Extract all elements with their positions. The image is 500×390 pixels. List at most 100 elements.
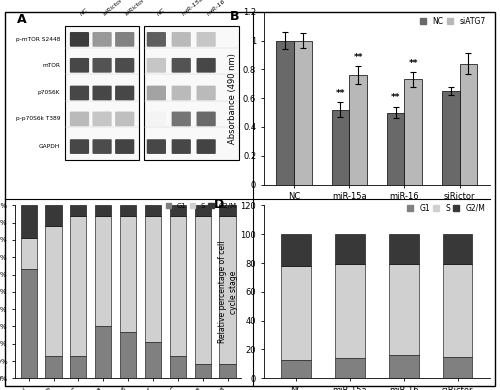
Bar [20,238,36,269]
Bar [144,25,239,160]
Bar [70,356,86,378]
FancyBboxPatch shape [92,32,112,47]
Bar [335,358,365,378]
FancyBboxPatch shape [172,86,191,100]
Bar [65,25,140,160]
Bar [70,206,86,216]
Bar [145,206,161,216]
Bar [332,110,349,184]
Bar [70,216,86,356]
Bar [145,342,161,378]
Bar [95,216,112,326]
Bar [95,206,112,216]
Bar [389,234,418,264]
Bar [220,365,236,378]
Bar [170,216,186,356]
Bar [220,216,236,365]
FancyBboxPatch shape [172,58,191,73]
FancyBboxPatch shape [196,32,216,47]
Bar [20,206,36,238]
Bar [170,356,186,378]
Text: **: ** [354,53,363,62]
Bar [335,234,365,264]
Legend: G1, S, G2/M: G1, S, G2/M [404,200,488,216]
FancyBboxPatch shape [92,86,112,100]
Text: **: ** [336,89,345,98]
Bar [46,226,62,356]
Text: miR-16: miR-16 [206,0,227,17]
FancyBboxPatch shape [70,112,89,126]
Bar [65,25,140,160]
Bar [46,356,62,378]
FancyBboxPatch shape [196,139,216,154]
Bar [194,365,210,378]
FancyBboxPatch shape [115,139,134,154]
FancyBboxPatch shape [92,139,112,154]
FancyBboxPatch shape [115,86,134,100]
Text: **: ** [391,94,400,103]
Text: B: B [230,10,239,23]
FancyBboxPatch shape [172,112,191,126]
Text: miR-15a: miR-15a [181,0,204,17]
FancyBboxPatch shape [147,112,166,126]
FancyBboxPatch shape [70,58,89,73]
FancyBboxPatch shape [92,112,112,126]
FancyBboxPatch shape [115,112,134,126]
Legend: G1, S, G2/M: G1, S, G2/M [163,200,240,212]
FancyBboxPatch shape [115,58,134,73]
FancyBboxPatch shape [172,32,191,47]
FancyBboxPatch shape [70,32,89,47]
Text: GAPDH: GAPDH [39,144,60,149]
FancyBboxPatch shape [147,86,166,100]
Bar [120,206,136,216]
Bar [282,266,311,360]
Bar [220,206,236,216]
Bar [282,234,311,266]
FancyBboxPatch shape [196,86,216,100]
FancyBboxPatch shape [70,86,89,100]
Bar [282,360,311,378]
Y-axis label: Absorbance (490 nm): Absorbance (490 nm) [228,53,237,144]
FancyBboxPatch shape [147,139,166,154]
Text: A: A [18,13,27,27]
Bar [145,216,161,342]
Bar [276,41,294,184]
Text: siRictor #2: siRictor #2 [124,0,154,17]
Bar [443,264,472,357]
FancyBboxPatch shape [196,58,216,73]
FancyBboxPatch shape [70,139,89,154]
Bar [404,80,422,184]
Text: mTOR: mTOR [42,63,60,68]
Bar [20,269,36,378]
Bar [95,326,112,378]
Bar [389,355,418,378]
Bar [294,41,312,184]
Bar [387,113,404,184]
Text: **: ** [408,59,418,68]
Bar [194,216,210,365]
FancyBboxPatch shape [147,32,166,47]
Text: NC: NC [156,7,166,17]
Text: p70S6K: p70S6K [38,90,60,96]
Bar [443,357,472,378]
FancyBboxPatch shape [147,58,166,73]
Bar [120,332,136,378]
Y-axis label: Relative percentage of cell
cycle stage: Relative percentage of cell cycle stage [218,241,238,343]
FancyBboxPatch shape [172,139,191,154]
FancyBboxPatch shape [92,58,112,73]
Bar [443,234,472,264]
Bar [335,264,365,358]
Legend: NC, siATG7: NC, siATG7 [417,14,488,29]
Text: siRictor #1: siRictor #1 [102,0,132,17]
Bar [144,25,239,160]
Text: NC: NC [80,7,90,17]
Bar [170,206,186,216]
Bar [194,206,210,216]
Bar [120,216,136,332]
FancyBboxPatch shape [115,32,134,47]
Bar [442,91,460,184]
Bar [460,64,477,184]
Bar [389,264,418,355]
Text: p-mTOR S2448: p-mTOR S2448 [16,37,60,42]
Bar [46,206,62,226]
